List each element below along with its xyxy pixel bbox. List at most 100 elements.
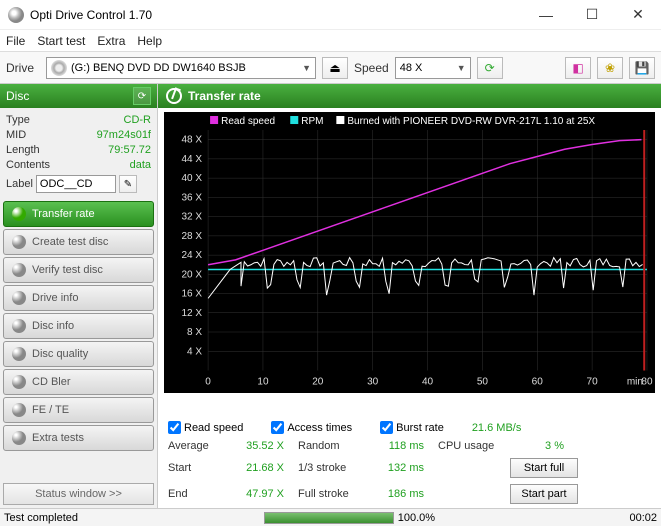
svg-text:44 X: 44 X [181,154,202,165]
svg-text:48 X: 48 X [181,135,202,146]
mid-label: MID [6,129,26,141]
nav-fe-te[interactable]: FE / TE [3,397,154,423]
svg-text:4 X: 4 X [187,346,202,357]
nav-disc-quality[interactable]: Disc quality [3,341,154,367]
transfer-rate-header: Transfer rate [188,89,261,103]
cpu-value: 3 % [508,440,578,452]
disc-panel-header: Disc [6,89,29,103]
chevron-down-icon: ▼ [457,63,466,73]
third-value: 132 ms [368,462,438,474]
menu-extra[interactable]: Extra [97,34,125,48]
refresh-disc-button[interactable]: ⟳ [133,87,151,105]
full-value: 186 ms [368,488,438,500]
svg-text:32 X: 32 X [181,212,202,223]
drive-label: Drive [6,61,40,75]
elapsed-time: 00:02 [629,512,657,524]
chevron-down-icon: ▼ [302,63,311,73]
contents-value[interactable]: data [130,159,151,171]
nav-verify-test-disc[interactable]: Verify test disc [3,257,154,283]
transfer-rate-chart: 4 X8 X12 X16 X20 X24 X28 X32 X36 X40 X44… [164,112,655,393]
menu-help[interactable]: Help [137,34,162,48]
save-button[interactable]: 💾 [629,57,655,79]
nav-dot-icon [12,347,26,361]
progress-pct: 100.0% [398,512,435,524]
svg-text:50: 50 [477,377,489,388]
disc-label-label: Label [6,178,33,190]
nav-dot-icon [12,403,26,417]
svg-text:0: 0 [205,377,211,388]
svg-text:30: 30 [367,377,379,388]
speed-value: 48 X [400,62,423,74]
start-label: Start [168,462,228,474]
eject-button[interactable]: ⏏ [322,57,348,79]
nav-create-test-disc[interactable]: Create test disc [3,229,154,255]
mid-value[interactable]: 97m24s01f [97,129,151,141]
svg-text:28 X: 28 X [181,231,202,242]
svg-text:40 X: 40 X [181,173,202,184]
progress-bar [264,512,394,524]
svg-text:20 X: 20 X [181,269,202,280]
svg-text:12 X: 12 X [181,308,202,319]
svg-text:Burned with PIONEER DVD-RW D: Burned with PIONEER DVD-RW DVR-217L 1.10… [347,116,595,127]
close-button[interactable]: ✕ [615,0,661,30]
start-part-button[interactable]: Start part [510,484,578,504]
avg-label: Average [168,440,228,452]
svg-text:min: min [627,377,643,388]
nav-dot-icon [12,431,26,445]
speed-select[interactable]: 48 X ▼ [395,57,471,79]
menu-start-test[interactable]: Start test [37,34,85,48]
svg-text:RPM: RPM [301,116,323,127]
end-value: 47.97 X [228,488,298,500]
nav-dot-icon [12,235,26,249]
svg-text:Read speed: Read speed [221,116,275,127]
svg-text:10: 10 [257,377,269,388]
refresh-button[interactable]: ⟳ [477,57,503,79]
disc-label-input[interactable] [36,175,116,193]
status-text: Test completed [4,512,78,524]
app-icon [8,7,24,23]
type-label: Type [6,114,30,126]
transfer-icon [166,88,182,104]
access-times-checkbox[interactable]: Access times [271,421,352,434]
cpu-label: CPU usage [438,440,508,452]
svg-text:60: 60 [532,377,544,388]
svg-text:70: 70 [587,377,599,388]
end-label: End [168,488,228,500]
svg-text:16 X: 16 X [181,289,202,300]
start-value: 21.68 X [228,462,298,474]
full-label: Full stroke [298,488,368,500]
length-label: Length [6,144,40,156]
nav-cd-bler[interactable]: CD Bler [3,369,154,395]
random-label: Random [298,440,368,452]
nav-dot-icon [12,263,26,277]
nav-drive-info[interactable]: Drive info [3,285,154,311]
nav-extra-tests[interactable]: Extra tests [3,425,154,451]
drive-select[interactable]: (G:) BENQ DVD DD DW1640 BSJB ▼ [46,57,316,79]
length-value: 79:57.72 [108,144,151,156]
contents-label: Contents [6,159,50,171]
options-button[interactable]: ❀ [597,57,623,79]
disc-icon [51,60,67,76]
random-value: 118 ms [368,440,438,452]
start-full-button[interactable]: Start full [510,458,578,478]
third-label: 1/3 stroke [298,462,368,474]
nav-dot-icon [12,207,26,221]
maximize-button[interactable]: ☐ [569,0,615,30]
label-apply-button[interactable]: ✎ [119,175,137,193]
burst-rate-checkbox[interactable]: Burst rate [380,421,444,434]
menu-file[interactable]: File [6,34,25,48]
type-value: CD-R [124,114,152,126]
read-speed-checkbox[interactable]: Read speed [168,421,243,434]
nav-dot-icon [12,291,26,305]
speed-label: Speed [354,61,389,75]
nav-dot-icon [12,375,26,389]
status-window-button[interactable]: Status window >> [3,483,154,505]
nav-transfer-rate[interactable]: Transfer rate [3,201,154,227]
window-title: Opti Drive Control 1.70 [30,8,523,22]
avg-value: 35.52 X [228,440,298,452]
erase-button[interactable]: ◧ [565,57,591,79]
nav-disc-info[interactable]: Disc info [3,313,154,339]
svg-text:40: 40 [422,377,434,388]
svg-text:20: 20 [312,377,324,388]
minimize-button[interactable]: — [523,0,569,30]
